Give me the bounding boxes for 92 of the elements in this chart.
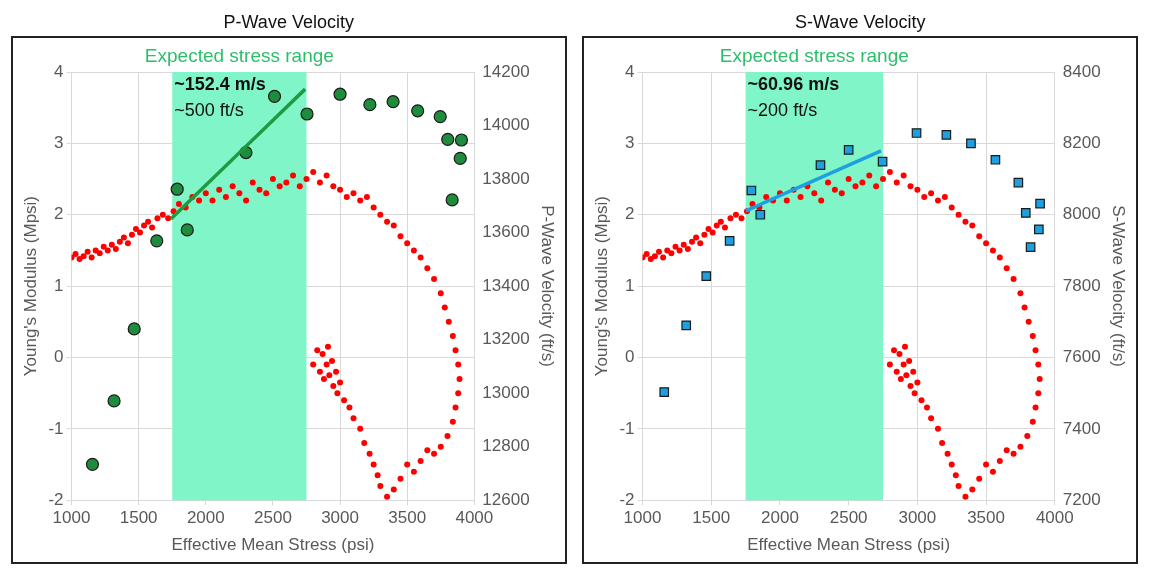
x-tick-label: 2500 [253, 508, 292, 528]
annotation: ~200 ft/s [747, 99, 818, 120]
point [1034, 224, 1044, 235]
y2-tick-label: 8000 [1063, 204, 1101, 224]
y-tick-label: 3 [625, 133, 635, 153]
point [170, 182, 184, 196]
point [149, 234, 164, 248]
point [815, 160, 826, 170]
y-tick-label: 3 [53, 133, 64, 153]
chart-title: S-Wave Velocity [795, 11, 926, 34]
point [1021, 208, 1031, 218]
y-axis-title: Young's Modulus (Mpsi) [20, 195, 40, 377]
point [701, 271, 712, 281]
x-tick-label: 3000 [898, 508, 937, 528]
point [85, 457, 99, 471]
y2-tick-label: 13000 [482, 382, 530, 402]
y2-tick-label: 7600 [1063, 347, 1101, 367]
y-tick-label: 0 [53, 347, 64, 367]
point [107, 394, 121, 408]
y2-tick-label: 7200 [1063, 489, 1101, 509]
point [386, 95, 400, 109]
x-tick-label: 4000 [455, 508, 493, 528]
point [725, 235, 735, 246]
point [911, 128, 922, 138]
y-tick-label: -2 [619, 489, 635, 509]
point [445, 193, 459, 207]
x-tick-label: 2000 [761, 508, 800, 528]
y2-tick-label: 13800 [482, 168, 530, 188]
x-axis-title: Effective Mean Stress (psi) [747, 535, 951, 555]
y-tick-label: 2 [53, 204, 64, 224]
y2-tick-label: 13600 [482, 222, 530, 242]
y2-tick-label: 8400 [1063, 61, 1101, 81]
point [180, 223, 194, 237]
band-label: Expected stress range [144, 44, 334, 66]
point [941, 129, 952, 140]
band-label: Expected stress range [720, 44, 910, 66]
point [1026, 242, 1036, 253]
y2-axis-title: P-Wave Velocity (ft/s) [537, 205, 557, 368]
point [755, 209, 766, 220]
x-tick-label: 1500 [119, 508, 158, 528]
y2-tick-label: 14000 [482, 115, 530, 135]
y2-tick-label: 14200 [482, 61, 530, 81]
point [659, 387, 670, 397]
point [681, 320, 692, 331]
point [127, 322, 141, 336]
point [267, 89, 281, 103]
x-tick-label: 3500 [388, 508, 426, 528]
point [454, 133, 468, 147]
y-tick-label: 1 [53, 275, 64, 295]
y-tick-label: 0 [625, 347, 635, 367]
x-tick-label: 1000 [52, 508, 91, 528]
point [300, 107, 314, 121]
point [746, 185, 757, 196]
x-tick-label: 2500 [829, 508, 868, 528]
y-tick-label: 1 [625, 275, 635, 295]
x-tick-label: 1500 [692, 508, 731, 528]
y-tick-label: 2 [625, 204, 635, 224]
point [453, 151, 467, 166]
x-tick-label: 2000 [186, 508, 225, 528]
x-tick-label: 1000 [623, 508, 662, 528]
chart-title: P-Wave Velocity [223, 11, 354, 34]
annotation: ~152.4 m/s [173, 73, 266, 94]
point [966, 138, 977, 149]
y2-tick-label: 12800 [482, 436, 530, 456]
y-axis-title: Young's Modulus (Mpsi) [592, 195, 612, 377]
y2-tick-label: 12600 [482, 489, 530, 509]
y-tick-label: 4 [625, 61, 635, 81]
point [410, 104, 425, 118]
x-tick-label: 3500 [967, 508, 1006, 528]
point [990, 154, 1001, 165]
point [333, 87, 347, 101]
annotation: ~60.96 m/s [747, 73, 840, 94]
y2-tick-label: 13400 [482, 275, 530, 295]
y2-tick-label: 8200 [1063, 133, 1101, 153]
x-tick-label: 4000 [1036, 508, 1074, 528]
x-axis-title: Effective Mean Stress (psi) [171, 535, 375, 555]
point [363, 98, 377, 112]
point [440, 132, 455, 147]
y-tick-label: -2 [48, 489, 64, 509]
annotation: ~500 ft/s [173, 99, 244, 120]
y2-tick-label: 7800 [1063, 275, 1101, 295]
y2-tick-label: 13200 [482, 329, 530, 349]
y2-tick-label: 7400 [1063, 418, 1101, 438]
point [433, 110, 447, 124]
point [844, 144, 854, 155]
point [1013, 177, 1024, 188]
point [1035, 198, 1046, 209]
y-tick-label: -1 [48, 418, 64, 438]
y-tick-label: 4 [53, 61, 64, 81]
y-tick-label: -1 [619, 418, 635, 438]
y2-axis-title: S-Wave Velocity (ft/s) [1109, 205, 1129, 368]
x-tick-label: 3000 [320, 508, 359, 528]
